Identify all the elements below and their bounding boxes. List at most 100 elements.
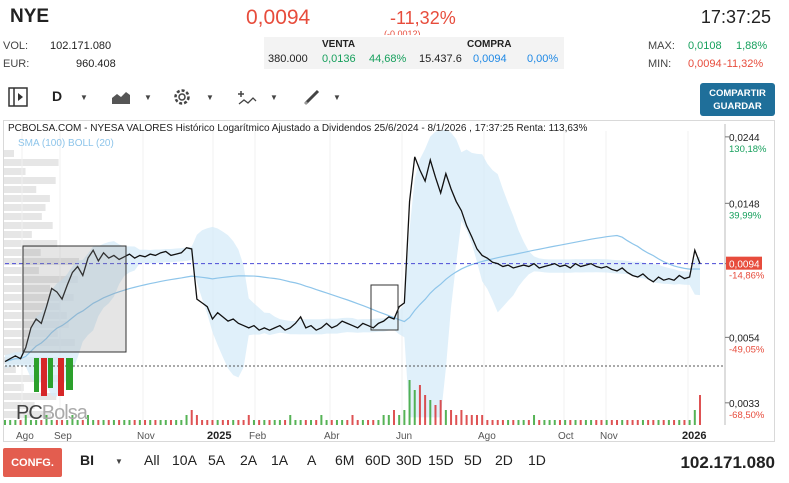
range-button-10a[interactable]: 10A	[172, 452, 197, 468]
range-button-1d[interactable]: 1D	[528, 452, 546, 468]
volume-bar	[138, 420, 141, 425]
chevron-down-icon[interactable]: ▼	[333, 93, 341, 102]
area-chart-icon[interactable]	[110, 86, 132, 108]
volume-profile-bar	[4, 240, 58, 247]
range-button-60d[interactable]: 60D	[365, 452, 391, 468]
save-label: GUARDAR	[713, 100, 762, 112]
x-tick-label: Sep	[54, 431, 72, 442]
volume-bar	[501, 420, 504, 425]
volume-bar	[558, 420, 561, 425]
range-button-all[interactable]: All	[144, 452, 160, 468]
volume-bar	[180, 420, 183, 425]
chevron-down-icon[interactable]: ▼	[80, 93, 88, 102]
volume-bar	[512, 420, 515, 425]
volume-bar	[107, 420, 110, 425]
panel-toggle-icon[interactable]	[7, 86, 29, 108]
volume-profile-bar	[4, 276, 78, 283]
x-tick-label: Oct	[558, 431, 574, 442]
sell-quantity: 380.000	[268, 53, 308, 65]
y-tick-percent: 130,18%	[729, 144, 767, 155]
volume-bar	[600, 420, 603, 425]
volume-bar	[133, 420, 136, 425]
range-button-6m[interactable]: 6M	[335, 452, 355, 468]
range-button-5d[interactable]: 5D	[464, 452, 482, 468]
volume-bar	[439, 400, 442, 425]
volume-bar	[610, 420, 613, 425]
volume-bar	[206, 420, 209, 425]
buy-percent: 0,00%	[527, 53, 559, 65]
chevron-down-icon[interactable]: ▼	[270, 93, 278, 102]
share-save-button[interactable]: COMPARTIR GUARDAR	[700, 83, 775, 116]
range-button-a[interactable]: A	[307, 452, 317, 468]
y-tick-percent: -68,50%	[729, 410, 765, 421]
range-button-2a[interactable]: 2A	[240, 452, 258, 468]
y-tick-label: 0,0094	[729, 260, 760, 271]
logo-bar	[41, 358, 47, 396]
volume-bar	[450, 410, 453, 425]
gear-icon[interactable]	[171, 86, 193, 108]
volume-bar	[621, 420, 624, 425]
volume-bar	[335, 420, 338, 425]
range-button-2d[interactable]: 2D	[495, 452, 513, 468]
change-absolute: (-0,0012)	[384, 29, 421, 35]
pcbolsa-logo: PCBolsa	[16, 402, 88, 424]
volume-profile-bar	[4, 285, 51, 292]
x-tick-label: Feb	[249, 431, 267, 442]
volume-bar	[429, 400, 432, 425]
range-button-15d[interactable]: 15D	[428, 452, 454, 468]
eur-value: 960.408	[76, 58, 116, 70]
volume-bar	[527, 420, 530, 425]
range-button-30d[interactable]: 30D	[396, 452, 422, 468]
mode-selector[interactable]: BI	[80, 452, 94, 468]
volume-bar	[102, 420, 105, 425]
volume-profile-bar	[4, 303, 61, 310]
range-button-1a[interactable]: 1A	[271, 452, 289, 468]
volume-bar	[61, 420, 64, 425]
logo-bar	[66, 358, 73, 390]
volume-bar	[496, 420, 499, 425]
volume-bar	[76, 420, 79, 425]
volume-bar	[424, 395, 427, 425]
volume-bar	[346, 420, 349, 425]
volume-bar	[92, 420, 95, 425]
volume-bar	[232, 420, 235, 425]
chevron-down-icon[interactable]: ▼	[115, 457, 123, 466]
chevron-down-icon[interactable]: ▼	[206, 93, 214, 102]
volume-bar	[66, 420, 69, 425]
volume-bar	[652, 420, 655, 425]
volume-bar	[154, 420, 157, 425]
volume-bar	[201, 420, 204, 425]
volume-bar	[481, 415, 484, 425]
sell-header: VENTA	[322, 39, 356, 50]
volume-bar	[169, 420, 172, 425]
volume-bar	[444, 410, 447, 425]
volume-bar	[662, 420, 665, 425]
volume-bar	[553, 420, 556, 425]
indicators-icon[interactable]	[236, 86, 258, 108]
volume-bar	[382, 415, 385, 425]
y-tick-label: 0,0033	[729, 399, 760, 410]
volume-profile-bar	[4, 348, 28, 355]
volume-bar	[185, 415, 188, 425]
period-selector[interactable]: D	[52, 88, 63, 104]
pencil-icon[interactable]	[301, 86, 323, 108]
volume-bar	[71, 415, 74, 425]
config-button[interactable]: CONFG.	[3, 448, 62, 477]
volume-profile-bar	[4, 294, 74, 301]
volume-bar	[408, 380, 411, 425]
volume-bar	[403, 410, 406, 425]
volume-bar	[699, 395, 701, 425]
chevron-down-icon[interactable]: ▼	[144, 93, 152, 102]
volume-bar	[304, 420, 307, 425]
price-chart[interactable]: 0,0244130,18%0,014839,99%0,0094-14,86%0,…	[0, 0, 789, 448]
range-button-5a[interactable]: 5A	[208, 452, 226, 468]
max-percent: 1,88%	[736, 40, 768, 52]
volume-bar	[289, 415, 292, 425]
volume-profile-bar	[4, 150, 14, 157]
volume-bar	[351, 415, 354, 425]
volume-bar	[195, 415, 198, 425]
volume-bar	[40, 420, 43, 425]
volume-bar	[237, 420, 240, 425]
volume-profile-bar	[4, 204, 46, 211]
last-price: 0,0094	[246, 6, 311, 29]
